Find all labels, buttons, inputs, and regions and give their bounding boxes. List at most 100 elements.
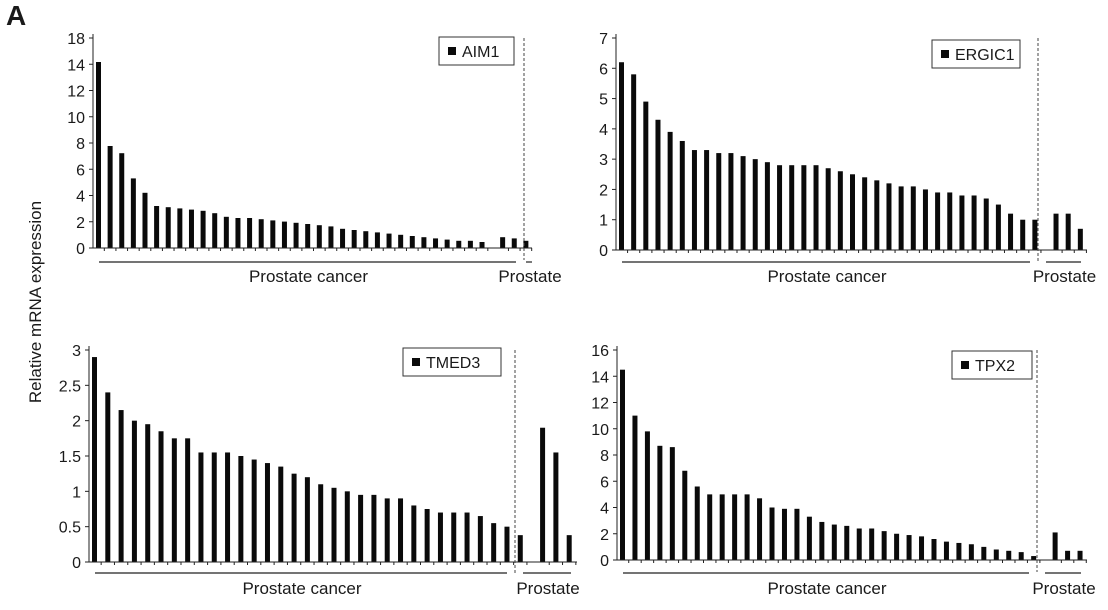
legend-label: AIM1	[462, 44, 499, 61]
cancer-bar	[363, 231, 369, 248]
cancer-bar	[293, 222, 299, 248]
normal-group-label: Prostate	[1033, 267, 1096, 286]
legend-label: TMED3	[426, 355, 480, 372]
cancer-bar	[158, 431, 164, 562]
normal-bar	[1077, 550, 1083, 560]
y-tick-label: 6	[599, 61, 608, 78]
y-tick-label: 2	[600, 527, 609, 544]
cancer-bar	[118, 410, 124, 562]
normal-bar	[1077, 228, 1083, 250]
y-tick-label: 4	[76, 189, 85, 206]
cancer-bar	[433, 238, 439, 248]
cancer-bar	[411, 505, 417, 562]
y-tick-label: 4	[600, 501, 609, 518]
cancer-bar	[732, 494, 738, 560]
cancer-bar	[477, 516, 483, 562]
cancer-bar	[491, 523, 497, 562]
cancer-bar	[398, 498, 404, 562]
y-tick-label: 0.5	[59, 520, 81, 537]
y-tick-label: 4	[599, 122, 608, 139]
cancer-bar	[825, 168, 831, 250]
cancer-bar	[777, 165, 783, 250]
cancer-bar	[850, 174, 855, 250]
normal-bar	[566, 535, 572, 562]
y-axis-title: Relative mRNA expression	[26, 200, 45, 404]
cancer-bar	[740, 156, 746, 250]
cancer-bar	[669, 447, 675, 560]
cancer-bar	[444, 239, 450, 248]
cancer-bar	[947, 192, 953, 250]
y-tick-label: 16	[591, 343, 609, 360]
cancer-bar	[398, 234, 404, 248]
cancer-bar	[340, 228, 346, 248]
cancer-bar	[479, 242, 485, 248]
cancer-bar	[752, 159, 758, 250]
y-tick-label: 3	[72, 343, 81, 360]
y-tick-label: 8	[76, 136, 85, 153]
cancer-bar	[107, 146, 113, 248]
cancer-bar	[691, 150, 697, 250]
normal-bar	[553, 452, 559, 562]
cancer-bar	[910, 186, 916, 250]
cancer-bar	[165, 207, 171, 248]
cancer-bar	[667, 131, 673, 250]
legend: ERGIC1	[931, 39, 1021, 69]
cancer-bar	[874, 180, 880, 250]
cancer-bar	[931, 539, 937, 560]
legend: AIM1	[438, 36, 515, 66]
cancer-bar	[886, 183, 892, 250]
normal-bar	[500, 237, 506, 248]
cancer-bar	[105, 392, 111, 562]
normal-bar	[1065, 550, 1071, 560]
y-tick-label: 10	[591, 422, 609, 439]
cancer-bar	[1032, 219, 1038, 250]
cancer-bar	[993, 549, 999, 560]
y-tick-label: 1.5	[59, 449, 81, 466]
cancer-bar	[781, 508, 787, 560]
cancer-bar	[171, 438, 177, 562]
cancer-bar	[264, 463, 270, 562]
legend-swatch	[412, 358, 420, 366]
cancer-bar	[1008, 213, 1014, 250]
y-tick-label: 18	[67, 31, 85, 48]
cancer-bar	[130, 178, 136, 248]
cancer-bar	[981, 546, 987, 560]
panel-label: A	[6, 0, 27, 31]
cancer-bar	[707, 494, 713, 560]
cancer-bar	[694, 486, 700, 560]
cancer-bar	[801, 165, 807, 250]
legend-swatch	[961, 361, 969, 369]
cancer-bar	[881, 531, 887, 560]
cancer-bar	[247, 218, 253, 248]
cancer-bar	[451, 512, 457, 562]
y-tick-label: 3	[599, 152, 608, 169]
cancer-bar	[744, 494, 750, 560]
cancer-bar	[894, 533, 900, 560]
cancer-bar	[145, 424, 151, 562]
y-tick-label: 2	[72, 414, 81, 431]
y-tick-label: 1	[72, 484, 81, 501]
cancer-bar	[632, 415, 638, 560]
cancer-bar	[631, 74, 637, 250]
chart-panel-TMED3: 0 0.5 1 1.5 2 2.5 3 Prostate cancer Prostate TMED…	[59, 343, 580, 598]
legend-label: ERGIC1	[955, 47, 1015, 64]
cancer-bar	[794, 508, 800, 560]
y-tick-label: 0	[599, 243, 608, 260]
cancer-bar	[424, 509, 430, 562]
y-tick-label: 1	[599, 213, 608, 230]
cancer-bar	[716, 153, 722, 250]
y-tick-label: 5	[599, 92, 608, 109]
cancer-bar	[177, 208, 183, 248]
y-tick-label: 6	[76, 162, 85, 179]
cancer-bar	[374, 232, 380, 248]
cancer-bar	[819, 521, 825, 560]
cancer-bar	[620, 369, 625, 560]
cancer-bar	[464, 512, 470, 562]
cancer-bar	[1031, 556, 1037, 560]
chart-panel-TPX2: 0 2 4 6 8 10 12 14 16 Prostate cancer Prostate TPX2	[591, 343, 1095, 598]
cancer-bar	[655, 119, 661, 251]
cancer-bar	[142, 192, 148, 248]
cancer-bar	[225, 452, 231, 562]
cancer-bar	[185, 438, 191, 562]
cancer-bar	[682, 470, 688, 560]
